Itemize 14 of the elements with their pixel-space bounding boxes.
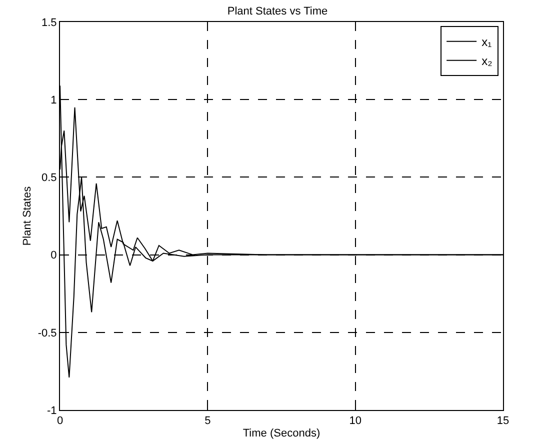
x-tick-label: 10 <box>349 415 362 428</box>
y-tick-label: 0.5 <box>42 172 57 184</box>
y-tick-label: 1.5 <box>42 16 57 29</box>
y-tick-label: -1 <box>47 404 57 417</box>
legend-label: x₂ <box>482 54 493 68</box>
y-tick-label: 0 <box>50 250 57 262</box>
chart-title: Plant States vs Time <box>227 5 328 18</box>
x-tick-label: 15 <box>496 415 510 428</box>
x-axis-title: Time (Seconds) <box>242 427 320 440</box>
y-axis-title: Plant States <box>21 186 34 246</box>
y-tick-label: -0.5 <box>38 327 57 340</box>
y-tick-label: 1 <box>50 94 57 106</box>
legend-label: x₁ <box>482 35 492 50</box>
x-tick-label: 5 <box>204 415 211 428</box>
